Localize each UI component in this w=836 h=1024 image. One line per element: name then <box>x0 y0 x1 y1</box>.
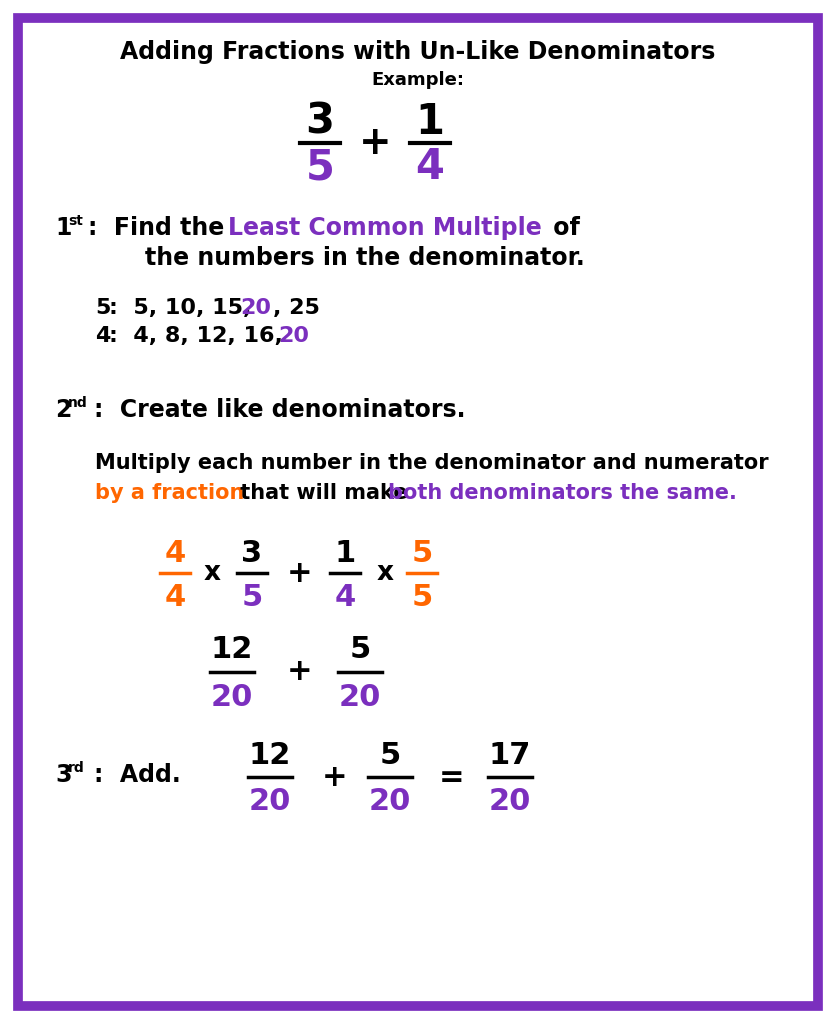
Text: 1: 1 <box>334 539 355 567</box>
Text: +: + <box>288 558 313 588</box>
Text: 5: 5 <box>95 298 110 318</box>
Text: that will make: that will make <box>233 483 415 503</box>
Text: Adding Fractions with Un-Like Denominators: Adding Fractions with Un-Like Denominato… <box>120 40 716 63</box>
Text: 4: 4 <box>415 146 445 188</box>
Text: 5: 5 <box>242 583 263 611</box>
Text: st: st <box>68 214 83 228</box>
Text: 5: 5 <box>411 539 432 567</box>
Text: 12: 12 <box>211 636 253 665</box>
Text: nd: nd <box>68 396 88 410</box>
Text: 4: 4 <box>334 583 355 611</box>
Text: x: x <box>203 560 221 586</box>
Text: 3: 3 <box>305 101 334 143</box>
Text: the numbers in the denominator.: the numbers in the denominator. <box>145 246 584 270</box>
Text: 1: 1 <box>415 101 445 143</box>
Text: 3: 3 <box>55 763 72 787</box>
Text: 1: 1 <box>55 216 71 240</box>
Text: 20: 20 <box>369 786 411 815</box>
Text: 4: 4 <box>165 583 186 611</box>
Text: by a fraction: by a fraction <box>95 483 244 503</box>
Text: of: of <box>545 216 580 240</box>
Text: 20: 20 <box>278 326 309 346</box>
Text: =: = <box>439 763 465 792</box>
Text: 20: 20 <box>240 298 271 318</box>
Text: Least Common Multiple: Least Common Multiple <box>228 216 542 240</box>
Text: :  5, 10, 15,: : 5, 10, 15, <box>109 298 259 318</box>
Text: Multiply each number in the denominator and numerator: Multiply each number in the denominator … <box>95 453 768 473</box>
Text: 4: 4 <box>165 539 186 567</box>
Text: 20: 20 <box>339 683 381 712</box>
Text: 17: 17 <box>489 740 531 769</box>
Text: 3: 3 <box>242 539 263 567</box>
Text: Example:: Example: <box>371 71 465 89</box>
Text: , 25: , 25 <box>273 298 320 318</box>
Text: 2: 2 <box>55 398 71 422</box>
Text: 5: 5 <box>306 146 334 188</box>
Text: 5: 5 <box>349 636 370 665</box>
Text: x: x <box>376 560 394 586</box>
Text: +: + <box>359 124 391 162</box>
Text: +: + <box>288 657 313 686</box>
Text: 20: 20 <box>211 683 253 712</box>
Text: 12: 12 <box>249 740 291 769</box>
Text: :  4, 8, 12, 16,: : 4, 8, 12, 16, <box>109 326 291 346</box>
Text: 4: 4 <box>95 326 110 346</box>
Text: 5: 5 <box>380 740 400 769</box>
Text: 20: 20 <box>489 786 531 815</box>
Text: :  Create like denominators.: : Create like denominators. <box>94 398 466 422</box>
FancyBboxPatch shape <box>18 18 818 1006</box>
Text: +: + <box>322 763 348 792</box>
Text: both denominators the same.: both denominators the same. <box>388 483 737 503</box>
Text: rd: rd <box>68 761 84 775</box>
Text: :  Add.: : Add. <box>94 763 181 787</box>
Text: 5: 5 <box>411 583 432 611</box>
Text: 20: 20 <box>249 786 291 815</box>
Text: :  Find the: : Find the <box>88 216 232 240</box>
